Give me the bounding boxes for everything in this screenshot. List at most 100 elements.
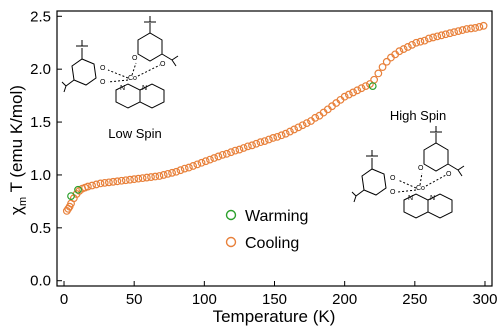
data-points [62, 21, 488, 215]
point-cooling [446, 29, 454, 38]
svg-text:O: O [100, 79, 106, 86]
point-cooling [281, 129, 290, 138]
point-cooling [382, 57, 391, 66]
point-cooling [408, 40, 416, 49]
point-cooling [370, 75, 379, 84]
point-cooling [227, 148, 235, 157]
legend-marker-cooling [225, 236, 237, 248]
point-cooling [210, 154, 219, 162]
point-cooling [113, 177, 122, 186]
point-cooling [151, 172, 160, 181]
svg-text:O: O [446, 171, 452, 178]
legend: Warming Cooling [225, 208, 308, 252]
y-axis-label-rest: T (emu K/mol) [7, 85, 26, 197]
point-cooling [467, 24, 475, 33]
y-tick-label: 0.5 [30, 220, 51, 237]
point-cooling [100, 178, 109, 187]
point-cooling [424, 34, 433, 43]
y-tick-label: 2.0 [30, 61, 51, 78]
point-warming [67, 192, 75, 200]
svg-text:N: N [120, 85, 125, 92]
y-axis-label-chi: χ [7, 206, 26, 215]
y-axis-label: χm T (emu K/mol) [7, 85, 29, 215]
x-tick-label: 250 [402, 291, 427, 308]
legend-label-cooling: Cooling [245, 235, 299, 252]
point-cooling [357, 84, 366, 93]
low-spin-label: Low Spin [108, 126, 161, 141]
point-cooling [374, 69, 383, 78]
point-cooling [458, 26, 467, 34]
point-cooling [462, 25, 471, 33]
svg-text:O: O [160, 61, 166, 68]
point-cooling [222, 149, 231, 158]
point-cooling [311, 113, 320, 122]
point-cooling [433, 32, 442, 41]
y-tick-label: 0.0 [30, 273, 51, 290]
point-cooling [96, 179, 105, 188]
point-cooling [214, 152, 223, 161]
point-cooling [83, 182, 92, 191]
svg-text:O: O [418, 165, 424, 172]
high-spin-label: High Spin [390, 108, 446, 123]
point-cooling [126, 175, 134, 184]
point-cooling [231, 146, 240, 155]
point-cooling [159, 171, 168, 179]
point-cooling [471, 24, 480, 32]
point-cooling [130, 175, 139, 184]
x-tick-label: 150 [262, 291, 287, 308]
svg-text:N: N [430, 195, 435, 202]
legend-label-warming: Warming [245, 208, 308, 225]
point-cooling [252, 139, 261, 148]
x-tick-label: 100 [192, 291, 217, 308]
point-cooling [450, 28, 459, 37]
point-cooling [437, 31, 446, 40]
point-cooling [189, 162, 198, 170]
svg-text:O: O [132, 55, 138, 62]
point-cooling [147, 173, 155, 181]
point-warming [74, 185, 82, 194]
point-cooling [302, 119, 311, 128]
point-cooling [416, 37, 425, 46]
point-cooling [353, 86, 362, 95]
point-cooling [429, 33, 437, 42]
legend-marker-warming [225, 209, 237, 221]
svg-text:O: O [390, 189, 396, 196]
point-cooling [121, 176, 130, 185]
point-cooling [290, 125, 299, 134]
x-tick-label: 200 [332, 291, 357, 308]
point-cooling [378, 63, 387, 71]
point-cooling [155, 172, 164, 180]
point-cooling [201, 157, 210, 166]
point-cooling [105, 178, 113, 187]
point-cooling [420, 36, 429, 45]
point-cooling [403, 43, 412, 51]
point-cooling [92, 180, 101, 189]
high-spin-molecule-drawing: O O O O Co N N [351, 126, 465, 219]
point-cooling [479, 21, 488, 30]
point-cooling [256, 138, 265, 147]
svg-text:Co: Co [416, 185, 425, 192]
point-cooling [264, 135, 273, 144]
point-cooling [294, 123, 303, 132]
point-cooling [475, 22, 484, 31]
point-cooling [206, 155, 214, 164]
point-cooling [185, 163, 193, 172]
y-axis-label-sub: m [17, 197, 29, 206]
x-axis-label: Temperature (K) [213, 307, 336, 326]
point-warming [368, 82, 377, 90]
point-cooling [193, 160, 202, 169]
point-cooling [395, 47, 404, 56]
y-tick-label: 2.5 [30, 8, 51, 25]
point-cooling [273, 132, 282, 141]
point-cooling [286, 127, 294, 136]
point-cooling [277, 131, 286, 140]
point-cooling [235, 145, 244, 154]
point-cooling [176, 166, 185, 175]
low-spin-molecule-drawing: O O O O Co N N [61, 16, 179, 109]
y-tick-label: 1.5 [30, 114, 51, 131]
point-cooling [260, 137, 269, 145]
x-tick-label: 0 [60, 291, 68, 308]
svg-text:N: N [408, 195, 413, 202]
point-cooling [412, 38, 421, 47]
